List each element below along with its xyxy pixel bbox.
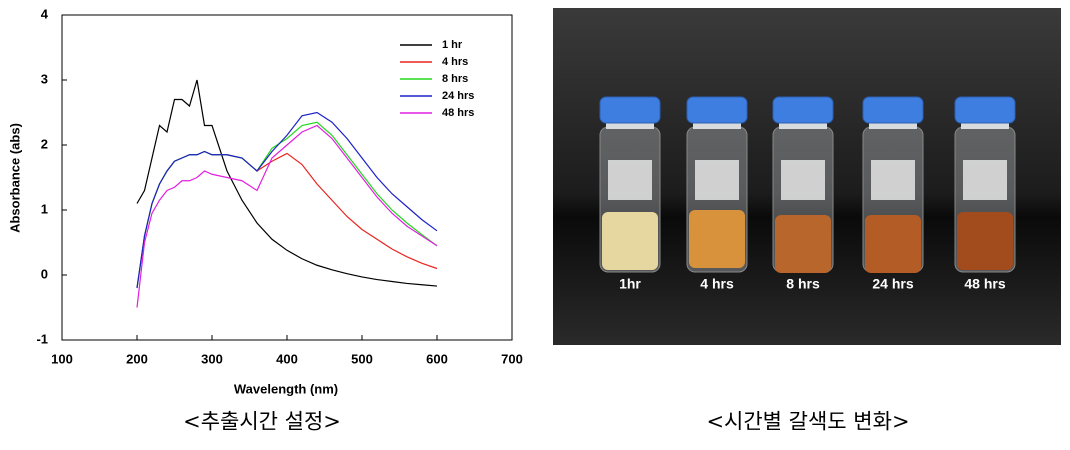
line-chart: Absorbance (abs) Wavelength (nm) -1 0 1 2 3 4…: [7, 6, 522, 396]
vial-neck: [606, 120, 654, 129]
x-tick-label: 200: [126, 351, 148, 366]
vial-cap: [862, 96, 924, 124]
vial-caption: 4 hrs: [700, 276, 734, 292]
x-tick-label: 700: [501, 351, 523, 366]
vial-label: [781, 160, 825, 200]
caption: <시간별 갈색도 변화>: [706, 410, 909, 434]
legend-label: 4 hrs: [442, 56, 468, 68]
legend-label: 48 hrs: [442, 107, 474, 119]
x-tick-label: 500: [351, 351, 373, 366]
series-line: [136, 124, 438, 308]
vial-liquid: [957, 212, 1013, 270]
x-axis-title: Wavelength (nm): [234, 381, 338, 396]
vial-neck: [869, 120, 917, 129]
y-tick-label: 0: [41, 266, 48, 281]
vial-label: [695, 160, 739, 200]
y-tick-label: 3: [41, 71, 48, 86]
vial-caption: 1hr: [619, 276, 641, 292]
series-line: [136, 150, 438, 289]
legend-label: 24 hrs: [442, 90, 474, 102]
series-line: [136, 111, 438, 289]
vial-liquid: [865, 215, 921, 273]
vial-cap: [772, 96, 834, 124]
vial-liquid: [602, 212, 658, 270]
vial-label: [608, 160, 652, 200]
vial-liquid: [689, 210, 745, 268]
y-tick-label: 4: [41, 6, 49, 21]
vial-neck: [779, 120, 827, 129]
vials: 1hr 4 hrs 8 hrs 24 hrs 48 hrs: [599, 96, 1016, 292]
x-tick-label: 100: [51, 351, 73, 366]
vial-liquid: [775, 215, 831, 273]
legend-label: 1 hr: [442, 39, 463, 51]
vial-cap: [599, 96, 661, 124]
vial-caption: 48 hrs: [964, 276, 1005, 292]
vial-cap: [686, 96, 748, 124]
x-tick-label: 600: [426, 351, 448, 366]
series-line: [136, 121, 438, 289]
vial-caption: 8 hrs: [786, 276, 820, 292]
legend-label: 8 hrs: [442, 73, 468, 85]
y-tick-label: 2: [41, 136, 48, 151]
vial-neck: [693, 120, 741, 129]
vial-caption: 24 hrs: [872, 276, 913, 292]
vial-label: [871, 160, 915, 200]
caption: <추출시간 설정>: [183, 410, 341, 434]
y-tick-label: 1: [41, 201, 48, 216]
x-tick-label: 300: [201, 351, 223, 366]
y-axis-title: Absorbance (abs): [7, 123, 22, 233]
vial-cap: [954, 96, 1016, 124]
y-tick-label: -1: [36, 331, 48, 346]
vial-neck: [961, 120, 1009, 129]
x-tick-label: 400: [276, 351, 298, 366]
vial-label: [963, 160, 1007, 200]
series-line: [136, 79, 438, 287]
